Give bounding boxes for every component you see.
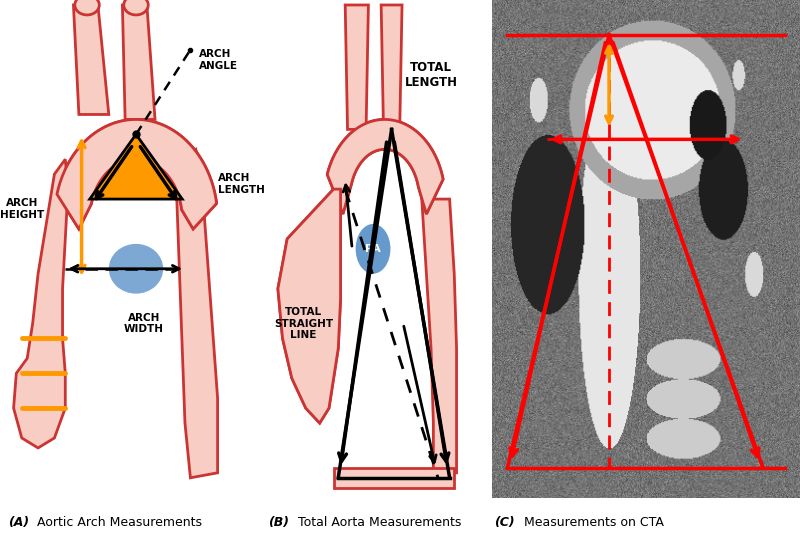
Text: (B): (B): [268, 516, 289, 529]
Text: (A): (A): [8, 516, 29, 529]
Ellipse shape: [124, 0, 148, 15]
Polygon shape: [334, 468, 454, 488]
Polygon shape: [122, 5, 155, 119]
Ellipse shape: [109, 244, 163, 294]
Ellipse shape: [75, 0, 99, 15]
Text: Aortic Arch Measurements: Aortic Arch Measurements: [37, 516, 202, 529]
Text: ARCH
HEIGHT: ARCH HEIGHT: [0, 198, 44, 220]
Text: PA: PA: [365, 244, 381, 254]
Polygon shape: [90, 134, 182, 199]
Polygon shape: [346, 5, 368, 129]
Text: ARCH
ANGLE: ARCH ANGLE: [198, 49, 238, 71]
Text: Measurements on CTA: Measurements on CTA: [524, 516, 664, 529]
Text: Total Aorta Measurements: Total Aorta Measurements: [298, 516, 461, 529]
Polygon shape: [177, 149, 218, 478]
Polygon shape: [327, 119, 443, 214]
Polygon shape: [74, 5, 109, 114]
Text: ARCH
WIDTH: ARCH WIDTH: [124, 312, 164, 335]
Polygon shape: [14, 159, 68, 448]
Polygon shape: [57, 119, 217, 229]
Polygon shape: [57, 119, 217, 229]
Ellipse shape: [356, 224, 390, 274]
Polygon shape: [381, 5, 402, 129]
Polygon shape: [422, 199, 457, 473]
Polygon shape: [327, 119, 443, 214]
Text: ARCH
LENGTH: ARCH LENGTH: [218, 173, 265, 195]
Polygon shape: [278, 189, 341, 423]
Text: TOTAL
LENGTH: TOTAL LENGTH: [405, 61, 458, 88]
Text: TOTAL
STRAIGHT
LINE: TOTAL STRAIGHT LINE: [274, 307, 333, 340]
Text: (C): (C): [494, 516, 515, 529]
Polygon shape: [278, 189, 341, 423]
